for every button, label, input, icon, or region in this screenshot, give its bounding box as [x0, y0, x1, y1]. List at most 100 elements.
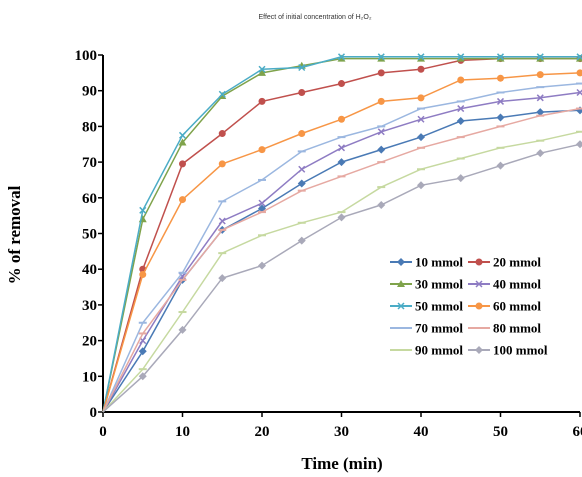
data-point [576, 106, 582, 115]
y-tick-label: 40 [82, 262, 97, 278]
series-5 [102, 69, 582, 413]
x-tick-label: 40 [414, 424, 429, 440]
data-point [258, 261, 266, 270]
plot-area [102, 55, 580, 413]
series-9 [102, 140, 582, 413]
legend-marker [397, 302, 405, 310]
data-point [338, 115, 345, 123]
data-point [138, 372, 147, 381]
data-point [258, 68, 266, 76]
data-point [218, 130, 226, 138]
legend-item: 90 mmol [390, 343, 463, 358]
legend-label: 80 mmol [493, 321, 541, 336]
y-tick-label: 0 [90, 405, 98, 421]
data-point [377, 97, 385, 105]
data-point [576, 69, 582, 77]
legend-label: 40 mmol [493, 277, 541, 292]
data-point [536, 71, 544, 79]
series-line [102, 91, 581, 413]
legend-label: 50 mmol [415, 299, 463, 314]
data-point [576, 53, 582, 61]
data-point [258, 199, 266, 207]
data-point [377, 128, 385, 136]
legend-label: 70 mmol [415, 321, 463, 336]
legend-label: 100 mmol [493, 343, 548, 358]
data-point [338, 80, 345, 88]
data-point [298, 63, 306, 72]
data-point [218, 90, 226, 98]
y-tick-labels: 0 10 20 30 40 50 60 70 80 90 100 [75, 48, 103, 421]
data-point [139, 206, 147, 214]
legend-item: 60 mmol [468, 299, 541, 314]
data-point [496, 97, 505, 105]
x-tick-label: 50 [493, 424, 508, 440]
series-6 [102, 82, 582, 413]
y-tick-label: 100 [75, 48, 98, 64]
data-point [417, 181, 425, 190]
series-3 [102, 88, 582, 413]
y-tick-label: 20 [82, 334, 97, 350]
legend-label: 30 mmol [415, 277, 463, 292]
data-point [417, 115, 425, 123]
data-point [337, 144, 346, 152]
data-point [457, 53, 465, 61]
legend: 10 mmol 20 mmol 30 mmol 40 mmol 50 mmol 60 mm… [390, 255, 548, 358]
data-point [297, 179, 306, 188]
legend-item: 40 mmol [468, 277, 541, 292]
data-point [138, 347, 147, 356]
legend-label: 60 mmol [493, 299, 541, 314]
y-tick-label: 80 [82, 119, 97, 135]
data-point [377, 53, 385, 61]
data-point [457, 76, 465, 84]
data-point [218, 217, 226, 225]
data-point [337, 213, 346, 222]
x-tick-label: 0 [99, 424, 107, 440]
legend-item: 100 mmol [468, 343, 548, 358]
data-point [496, 161, 505, 170]
data-point [298, 130, 306, 138]
data-point [496, 113, 505, 122]
series-4 [102, 53, 582, 413]
x-tick-label: 10 [175, 424, 190, 440]
data-point [377, 69, 385, 77]
legend-item: 30 mmol [390, 277, 463, 292]
x-tick-label: 30 [334, 424, 349, 440]
data-point [179, 160, 186, 168]
data-point [377, 145, 386, 154]
y-tick-label: 70 [82, 155, 97, 171]
y-axis-label: % of removal [5, 185, 24, 284]
x-tick-label: 60 [573, 424, 582, 440]
series-line [102, 57, 580, 413]
legend-label: 90 mmol [415, 343, 463, 358]
legend-item: 50 mmol [390, 299, 463, 314]
data-point [417, 53, 425, 61]
data-point [456, 117, 465, 126]
series-line [102, 131, 581, 413]
data-point [576, 88, 582, 97]
chart-title: Effect of initial concentration of H₂O₂ [258, 14, 371, 21]
legend-marker [397, 280, 405, 287]
data-point [218, 274, 227, 283]
legend-label: 20 mmol [493, 255, 541, 270]
legend-item: 10 mmol [390, 255, 463, 270]
data-point [536, 149, 545, 158]
data-point [258, 97, 266, 105]
x-tick-label: 20 [255, 424, 270, 440]
legend-item: 80 mmol [468, 321, 541, 336]
data-point [456, 174, 465, 183]
series-2 [102, 54, 582, 413]
legend-label: 10 mmol [415, 255, 463, 270]
data-point [258, 65, 266, 73]
series-layer [102, 53, 582, 413]
legend-marker [397, 258, 405, 266]
legend-item: 70 mmol [390, 321, 463, 336]
legend-marker [475, 302, 483, 310]
data-point [457, 105, 465, 113]
legend-marker [475, 258, 483, 266]
series-line [102, 82, 581, 413]
legend-marker [475, 280, 483, 288]
data-point [417, 94, 425, 102]
data-point [417, 133, 425, 142]
y-tick-label: 30 [82, 298, 97, 314]
